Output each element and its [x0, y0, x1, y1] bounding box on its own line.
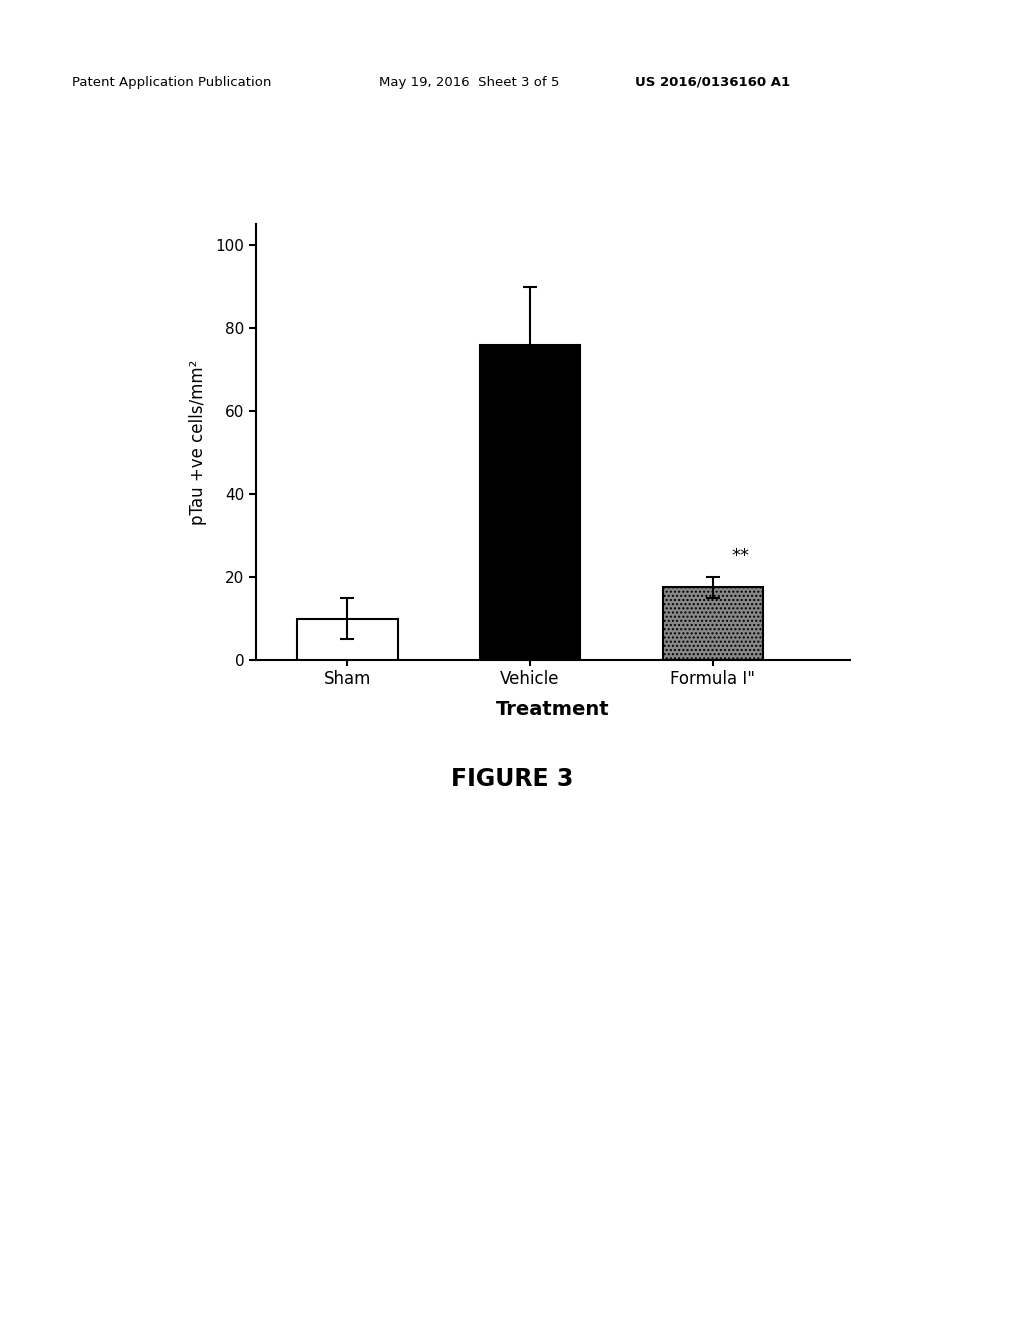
Y-axis label: pTau +ve cells/mm²: pTau +ve cells/mm²: [189, 359, 207, 525]
Text: Patent Application Publication: Patent Application Publication: [72, 75, 271, 88]
Text: US 2016/0136160 A1: US 2016/0136160 A1: [635, 75, 790, 88]
Text: **: **: [731, 546, 750, 565]
Text: FIGURE 3: FIGURE 3: [451, 767, 573, 791]
Bar: [663, 587, 763, 660]
Bar: [480, 345, 581, 660]
Bar: [297, 619, 397, 660]
X-axis label: Treatment: Treatment: [497, 700, 609, 718]
Text: May 19, 2016  Sheet 3 of 5: May 19, 2016 Sheet 3 of 5: [379, 75, 559, 88]
